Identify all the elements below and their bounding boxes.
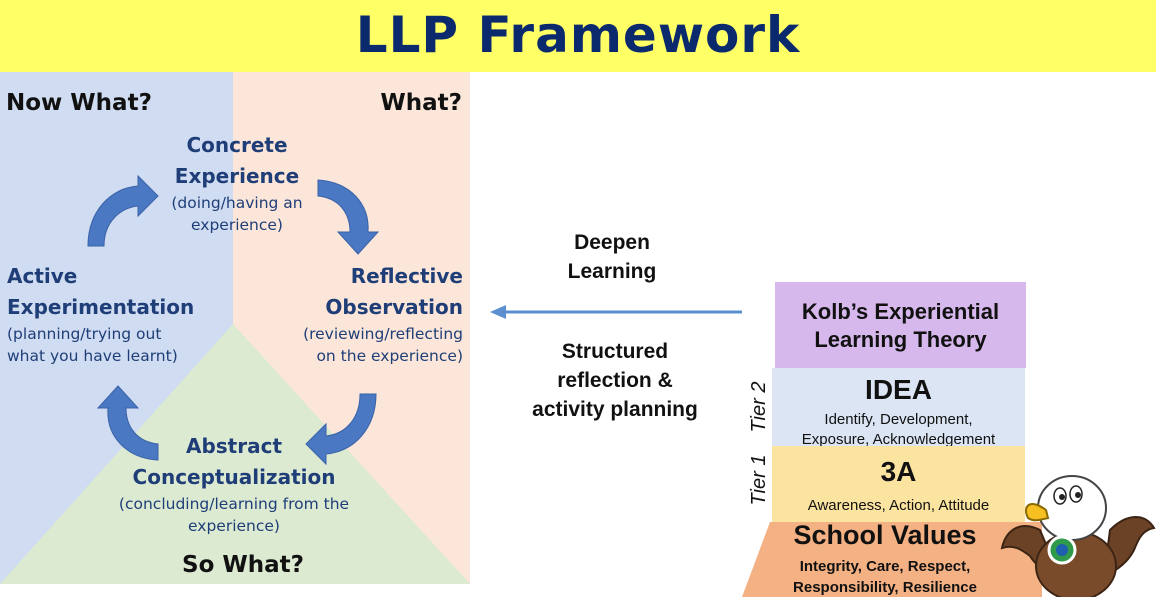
- head: [1037, 475, 1107, 541]
- corner-label-now-what: Now What?: [6, 90, 152, 116]
- triangle-green: [0, 324, 470, 584]
- stage-desc-line: what you have learnt): [7, 347, 178, 365]
- arrow-icon-bottom-right: [305, 393, 377, 466]
- tier-2-label: Tier 2: [748, 381, 770, 433]
- stage-desc-line: (planning/trying out: [7, 325, 162, 343]
- idea-tier-box: IDEA Identify, Development, Exposure, Ac…: [772, 368, 1025, 446]
- stage-title-line: Experience: [174, 164, 300, 188]
- idea-desc-line: Identify, Development,: [824, 411, 973, 428]
- arrow-head: [490, 305, 506, 319]
- label-line: activity planning: [532, 398, 698, 421]
- stage-title-line: Active: [7, 264, 78, 288]
- stage-reflective-observation: Reflective Observation (reviewing/reflec…: [270, 261, 463, 367]
- stage-abstract-conceptualization: Abstract Conceptualization (concluding/l…: [98, 431, 370, 537]
- stage-desc-line: (doing/having an: [171, 194, 303, 212]
- arrow-icon-bottom-left: [96, 385, 159, 461]
- values-desc-line: Responsibility, Resilience: [793, 579, 977, 596]
- stage-active-experimentation: Active Experimentation (planning/trying …: [7, 261, 217, 367]
- arrow-icon-top-left: [87, 174, 159, 247]
- kolb-cycle-diagram: Now What? What? So What? Concrete Experi…: [0, 72, 480, 597]
- page-title: LLP Framework: [355, 6, 801, 64]
- label-line: Deepen: [574, 231, 650, 254]
- stage-desc-line: (concluding/learning from the: [118, 495, 350, 513]
- body: [1035, 531, 1117, 597]
- idea-description: Identify, Development, Exposure, Acknowl…: [772, 410, 1025, 446]
- stage-desc-line: (reviewing/reflecting: [303, 325, 463, 343]
- values-desc-line: Integrity, Care, Respect,: [799, 558, 971, 575]
- stage-title-line: Observation: [325, 295, 463, 319]
- school-values-title: School Values: [793, 520, 977, 550]
- structured-reflection-label: Structured reflection & activity plannin…: [505, 337, 725, 424]
- label-line: Learning: [567, 260, 657, 283]
- arrow-icon-top-right: [317, 179, 380, 255]
- stage-desc-line: on the experience): [316, 347, 463, 365]
- tier-1-label: Tier 1: [748, 454, 770, 506]
- kolb-line: Kolb’s Experiential: [801, 299, 1000, 324]
- kolb-title: Kolb’s Experiential Learning Theory: [775, 298, 1026, 354]
- cycle-background: [0, 72, 470, 584]
- kolb-theory-box: Kolb’s Experiential Learning Theory: [775, 282, 1026, 368]
- three-a-title: 3A: [880, 456, 917, 487]
- stage-title-line: Concrete: [186, 133, 288, 157]
- cycle-arrows: [87, 174, 380, 466]
- title-banner: LLP Framework: [0, 0, 1156, 72]
- idea-title: IDEA: [865, 374, 932, 405]
- pupil-right: [1075, 492, 1081, 498]
- school-values-description: Integrity, Care, Respect, Responsibility…: [760, 556, 1010, 598]
- three-a-description: Awareness, Action, Attitude: [807, 497, 990, 514]
- left-arrow-icon: [490, 305, 742, 319]
- eagle-mascot-icon: [1000, 475, 1156, 597]
- stage-title-line: Abstract: [185, 434, 283, 458]
- corner-label-what: What?: [380, 90, 462, 116]
- pupil-left: [1059, 494, 1065, 500]
- beak: [1025, 503, 1050, 522]
- badge-center: [1056, 544, 1068, 556]
- kolb-line: Learning Theory: [814, 327, 987, 352]
- stage-desc-line: experience): [191, 216, 283, 234]
- stage-title-line: Conceptualization: [132, 465, 336, 489]
- label-line: Structured: [561, 340, 669, 363]
- school-values-shape: [742, 522, 1042, 597]
- three-a-tier-box: 3A Awareness, Action, Attitude: [772, 446, 1025, 522]
- deepen-learning-label: Deepen Learning: [522, 228, 702, 286]
- stage-title-line: Reflective: [350, 264, 463, 288]
- label-line: reflection &: [557, 369, 673, 392]
- corner-label-so-what: So What?: [182, 552, 304, 578]
- stage-desc-line: experience): [188, 517, 280, 535]
- school-values-trapezoid: [742, 522, 1042, 597]
- stage-title-line: Experimentation: [7, 295, 195, 319]
- stage-concrete-experience: Concrete Experience (doing/having an exp…: [137, 130, 337, 236]
- idea-desc-line: Exposure, Acknowledgement: [801, 431, 996, 446]
